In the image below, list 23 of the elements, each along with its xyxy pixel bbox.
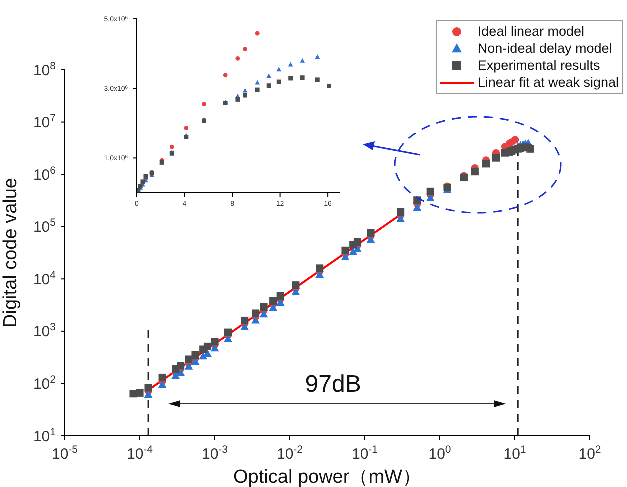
y-tick-label: 10$^{4}$: [33, 269, 56, 288]
legend-label: Non-ideal delay model: [478, 40, 612, 57]
x-tick-label: 10$^{-3}$: [202, 444, 228, 463]
x-tick-label: 10$^{0}$: [428, 444, 452, 463]
y-tick-label: 10$^{3}$: [33, 322, 56, 341]
legend-label: Ideal linear model: [478, 23, 584, 40]
y-tick-label: 10$^{2}$: [33, 374, 56, 393]
x-tick-label: 10$^{2}$: [578, 444, 602, 463]
y-tick-label: 10$^{6}$: [33, 164, 56, 184]
annotation: 97dB: [305, 371, 362, 398]
x-tick-label: 10$^{-4}$: [126, 444, 154, 463]
legend-label: Experimental results: [478, 57, 600, 74]
x-tick-label: 10$^{-2}$: [276, 444, 304, 463]
y-tick-label: 10$^{8}$: [33, 60, 56, 80]
x-tick-label: 10$^{-5}$: [52, 444, 78, 463]
y-tick-label: 10$^{7}$: [33, 112, 56, 132]
y-axis-title: Digital code value: [0, 178, 22, 328]
y-tick-label: 10$^{1}$: [33, 426, 56, 446]
x-tick-label: 10$^{-1}$: [352, 444, 378, 463]
x-axis-title: Optical power（mW）: [234, 467, 422, 487]
legend-label: Linear fit at weak signal: [478, 74, 619, 91]
y-tick-label: 10$^{5}$: [33, 217, 56, 236]
x-tick-label: 10$^{1}$: [504, 444, 526, 463]
